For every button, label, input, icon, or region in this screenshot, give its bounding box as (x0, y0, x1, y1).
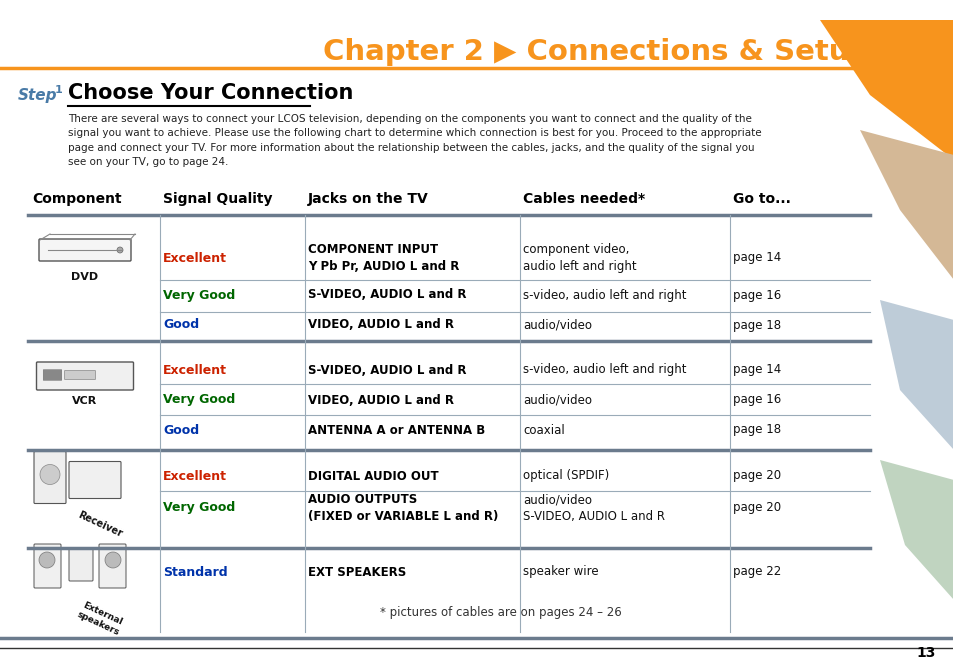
Text: Standard: Standard (163, 566, 228, 578)
Text: page 18: page 18 (732, 424, 781, 436)
Polygon shape (879, 300, 953, 450)
Text: S-VIDEO, AUDIO L and R: S-VIDEO, AUDIO L and R (308, 289, 466, 301)
Text: DIGITAL AUDIO OUT: DIGITAL AUDIO OUT (308, 470, 438, 482)
Text: Good: Good (163, 319, 199, 331)
FancyBboxPatch shape (34, 452, 66, 504)
Text: s-video, audio left and right: s-video, audio left and right (522, 289, 686, 301)
FancyBboxPatch shape (69, 549, 92, 581)
FancyBboxPatch shape (65, 371, 95, 379)
FancyBboxPatch shape (34, 544, 61, 588)
Text: s-video, audio left and right: s-video, audio left and right (522, 363, 686, 377)
Text: Excellent: Excellent (163, 363, 227, 377)
Text: Step: Step (18, 88, 57, 103)
Text: There are several ways to connect your LCOS television, depending on the compone: There are several ways to connect your L… (68, 114, 760, 167)
Text: Very Good: Very Good (163, 393, 235, 407)
Text: page 20: page 20 (732, 470, 781, 482)
Text: Go to...: Go to... (732, 192, 790, 206)
Text: page 22: page 22 (732, 566, 781, 578)
Text: Component: Component (32, 192, 121, 206)
Text: page 14: page 14 (732, 363, 781, 377)
Text: audio/video
S-VIDEO, AUDIO L and R: audio/video S-VIDEO, AUDIO L and R (522, 493, 664, 523)
Text: Very Good: Very Good (163, 289, 235, 301)
Text: Chapter 2 ▶ Connections & Setup: Chapter 2 ▶ Connections & Setup (322, 38, 869, 66)
Text: page 20: page 20 (732, 502, 781, 514)
Text: Very Good: Very Good (163, 502, 235, 514)
Text: 1: 1 (55, 85, 63, 95)
Text: Excellent: Excellent (163, 251, 227, 265)
Text: * pictures of cables are on pages 24 – 26: * pictures of cables are on pages 24 – 2… (379, 606, 621, 619)
Circle shape (105, 552, 121, 568)
Text: VCR: VCR (72, 396, 97, 406)
Text: coaxial: coaxial (522, 424, 564, 436)
FancyBboxPatch shape (36, 362, 133, 390)
FancyBboxPatch shape (39, 239, 131, 261)
Text: S-VIDEO, AUDIO L and R: S-VIDEO, AUDIO L and R (308, 363, 466, 377)
Text: optical (SPDIF): optical (SPDIF) (522, 470, 609, 482)
Circle shape (117, 247, 123, 253)
Text: page 18: page 18 (732, 319, 781, 331)
Text: Good: Good (163, 424, 199, 436)
Text: Signal Quality: Signal Quality (163, 192, 273, 206)
Text: ANTENNA A or ANTENNA B: ANTENNA A or ANTENNA B (308, 424, 485, 436)
Polygon shape (879, 460, 953, 600)
Text: page 14: page 14 (732, 251, 781, 265)
Text: Cables needed*: Cables needed* (522, 192, 644, 206)
Text: Choose Your Connection: Choose Your Connection (68, 83, 353, 103)
Text: Receiver: Receiver (76, 510, 124, 539)
Text: VIDEO, AUDIO L and R: VIDEO, AUDIO L and R (308, 319, 454, 331)
Text: 13: 13 (916, 646, 935, 660)
Text: audio/video: audio/video (522, 319, 592, 331)
Text: EXT SPEAKERS: EXT SPEAKERS (308, 566, 406, 578)
Polygon shape (859, 130, 953, 280)
Text: Excellent: Excellent (163, 470, 227, 482)
Text: COMPONENT INPUT
Y Pb Pr, AUDIO L and R: COMPONENT INPUT Y Pb Pr, AUDIO L and R (308, 243, 459, 273)
Text: page 16: page 16 (732, 393, 781, 407)
Circle shape (39, 552, 55, 568)
Circle shape (40, 464, 60, 484)
Text: speaker wire: speaker wire (522, 566, 598, 578)
Text: Jacks on the TV: Jacks on the TV (308, 192, 428, 206)
Text: audio/video: audio/video (522, 393, 592, 407)
FancyBboxPatch shape (43, 369, 62, 380)
Text: External
speakers: External speakers (75, 600, 125, 637)
FancyBboxPatch shape (69, 462, 121, 498)
FancyBboxPatch shape (99, 544, 126, 588)
Text: component video,
audio left and right: component video, audio left and right (522, 243, 636, 273)
Text: DVD: DVD (71, 272, 98, 282)
Text: page 16: page 16 (732, 289, 781, 301)
Text: AUDIO OUTPUTS
(FIXED or VARIABLE L and R): AUDIO OUTPUTS (FIXED or VARIABLE L and R… (308, 493, 497, 523)
Polygon shape (820, 20, 953, 160)
Text: VIDEO, AUDIO L and R: VIDEO, AUDIO L and R (308, 393, 454, 407)
